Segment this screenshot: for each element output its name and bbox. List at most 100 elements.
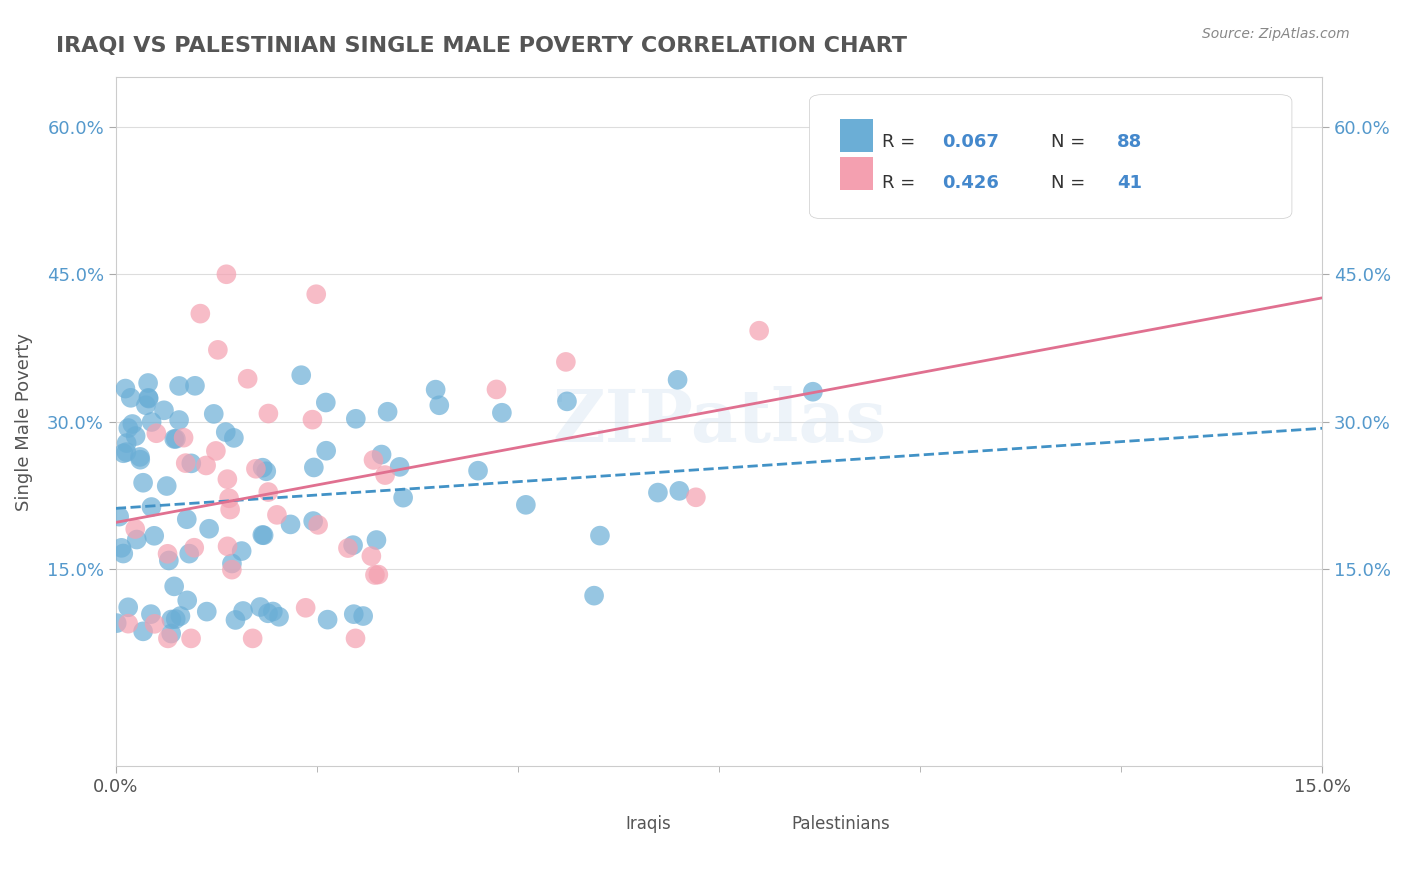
FancyBboxPatch shape [839,157,873,190]
Point [195,605,218,619]
Point [252,528,274,542]
Point [366,533,388,547]
Point [221,557,243,571]
Point [370,448,392,462]
Point [112,446,135,460]
Point [515,498,537,512]
Point [143,529,166,543]
Point [184,379,207,393]
Point [232,604,254,618]
Point [169,609,191,624]
Point [202,407,225,421]
Point [257,407,280,421]
Point [115,445,138,459]
Point [364,568,387,582]
Point [110,541,132,555]
Point [117,616,139,631]
Point [117,421,139,435]
Point [294,600,316,615]
Point [290,368,312,383]
Point [467,464,489,478]
Point [301,412,323,426]
Point [156,547,179,561]
Point [195,458,218,473]
Point [554,355,576,369]
Point [302,460,325,475]
Point [485,383,508,397]
Point [207,343,229,357]
Point [160,626,183,640]
Point [135,398,157,412]
Point [344,632,367,646]
Point [647,485,669,500]
Point [363,453,385,467]
Point [425,383,447,397]
Point [112,547,135,561]
Point [252,460,274,475]
Point [180,632,202,646]
Y-axis label: Single Male Poverty: Single Male Poverty [15,333,32,511]
Text: Palestinians: Palestinians [792,814,890,832]
Point [176,512,198,526]
Point [157,553,180,567]
Point [267,609,290,624]
Point [352,609,374,624]
Text: 0.426: 0.426 [942,174,1000,192]
Point [141,415,163,429]
Point [388,459,411,474]
Point [115,436,138,450]
Point [138,392,160,406]
Point [124,429,146,443]
Point [108,509,131,524]
Point [138,391,160,405]
Point [117,600,139,615]
Point [245,462,267,476]
Point [132,624,155,639]
Point [198,522,221,536]
Point [315,443,337,458]
Point [589,528,612,542]
Point [555,394,578,409]
Text: R =: R = [882,174,921,192]
Point [266,508,288,522]
Point [132,475,155,490]
FancyBboxPatch shape [761,807,792,829]
Point [343,607,366,622]
Point [215,267,238,281]
Point [179,547,201,561]
Point [160,612,183,626]
Point [129,450,152,464]
Text: ZIPatlas: ZIPatlas [553,386,886,458]
Point [491,406,513,420]
Point [105,616,128,631]
Point [156,632,179,646]
Point [153,403,176,417]
Point [583,589,606,603]
Point [174,456,197,470]
Point [205,444,228,458]
FancyBboxPatch shape [839,119,873,152]
Text: N =: N = [1050,174,1091,192]
Point [668,483,690,498]
Point [221,563,243,577]
Point [374,468,396,483]
FancyBboxPatch shape [810,95,1292,219]
Point [307,517,329,532]
Point [257,485,280,500]
Point [188,307,211,321]
Point [242,632,264,646]
Point [176,593,198,607]
Point [120,391,142,405]
Point [173,431,195,445]
Point [167,379,190,393]
Point [315,395,337,409]
Point [305,287,328,301]
Point [685,491,707,505]
Point [163,579,186,593]
Point [218,491,240,506]
Point [748,324,770,338]
Point [136,376,159,390]
Point [666,373,689,387]
Point [257,607,280,621]
Point [215,425,238,439]
